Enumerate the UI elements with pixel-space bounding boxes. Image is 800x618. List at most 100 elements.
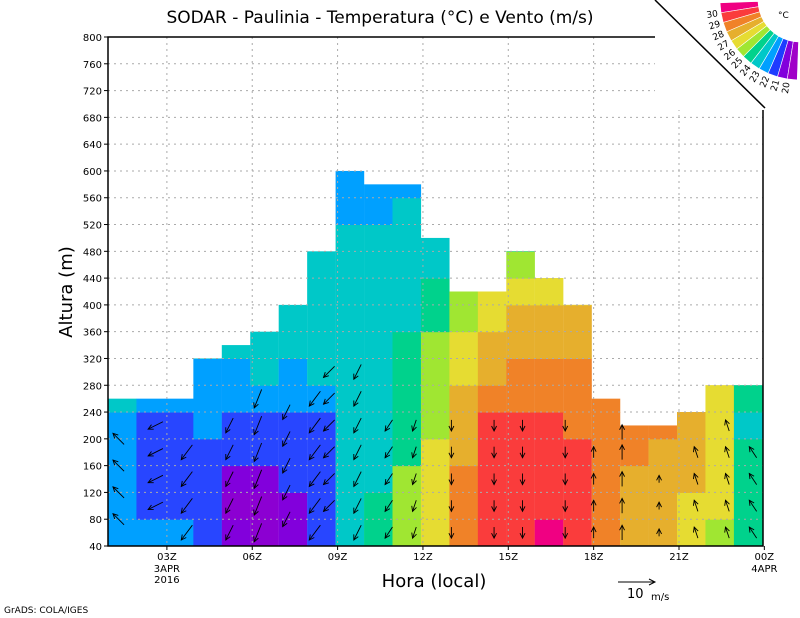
temperature-cell	[307, 358, 336, 386]
temperature-cell	[164, 438, 194, 467]
temperature-cell	[392, 385, 422, 413]
temperature-cell	[620, 492, 649, 520]
temperature-cell	[506, 251, 535, 252]
wind-arrow	[519, 446, 526, 459]
temperature-cell	[193, 412, 222, 440]
wind-arrow-head	[562, 452, 569, 459]
temperature-cell	[506, 519, 535, 547]
temperature-cell	[449, 465, 478, 493]
legend-divider	[654, 0, 766, 109]
wind-arrow-head	[448, 506, 455, 513]
legend-label: 22	[759, 75, 773, 89]
wind-arrow	[353, 364, 362, 381]
wind-arrow-head	[692, 472, 699, 480]
temperature-cell	[534, 438, 564, 467]
wind-arrow-head	[353, 427, 359, 434]
temperature-cell	[392, 224, 422, 252]
temperature-cell	[392, 251, 422, 279]
wind-arrow	[448, 527, 455, 540]
wind-arrow	[180, 471, 193, 488]
temperature-cell	[591, 398, 621, 413]
temperature-cell	[250, 331, 279, 359]
wind-arrow	[491, 473, 497, 486]
temperature-cell	[250, 412, 279, 440]
temperature-cell	[620, 519, 649, 547]
temperature-cell	[221, 465, 251, 493]
wind-arrow-shaft	[353, 444, 362, 460]
wind-arrow	[112, 486, 125, 499]
wind-arrow	[353, 471, 362, 488]
wind-arrow-shaft	[412, 419, 417, 432]
chart-title: SODAR - Paulinia - Temperatura (°C) e Ve…	[166, 8, 593, 28]
wind-arrow-shaft	[353, 391, 362, 407]
x-tick-date: 4APR	[751, 564, 777, 575]
wind-arrow	[491, 527, 497, 540]
wind-arrow-shaft	[693, 446, 699, 458]
temperature-cell	[221, 345, 251, 359]
wind-arrow-shaft	[748, 526, 758, 539]
temperature-cell	[307, 278, 336, 306]
y-tick-label: 240	[83, 408, 102, 419]
y-tick-label: 560	[83, 194, 102, 205]
temperature-cell	[108, 519, 137, 547]
wind-arrow-head	[656, 501, 662, 508]
wind-arrow-head	[491, 452, 497, 459]
legend-label: 27	[716, 39, 731, 53]
temperature-cell	[108, 412, 137, 440]
temperature-cell	[677, 519, 706, 547]
temperature-cell	[534, 465, 564, 493]
temperature-cell	[677, 492, 706, 520]
wind-arrow-shaft	[323, 499, 335, 512]
temperature-cell	[477, 304, 507, 333]
temperature-cell	[364, 465, 393, 493]
wind-arrow-head	[282, 494, 288, 501]
y-tick-label: 280	[83, 381, 102, 392]
wind-arrow-head	[692, 445, 699, 453]
y-tick-label: 640	[83, 140, 102, 151]
wind-arrow	[619, 470, 625, 487]
wind-arrow	[562, 527, 569, 540]
wind-arrow-head	[619, 497, 625, 504]
temperature-cell	[364, 184, 393, 199]
wind-arrow-head	[384, 452, 391, 459]
wind-arrow	[411, 500, 417, 513]
wind-arrow-shaft	[725, 446, 730, 458]
x-tick-label: 09Z	[328, 552, 348, 563]
y-tick-label: 80	[89, 515, 102, 526]
wind-arrow	[590, 499, 597, 512]
wind-arrow-head	[225, 427, 231, 434]
wind-arrow-head	[253, 482, 259, 490]
temperature-cell	[449, 492, 478, 520]
wind-arrow-head	[253, 455, 259, 463]
wind-arrow	[562, 419, 569, 433]
temperature-cell	[108, 438, 137, 467]
wind-arrow-shaft	[748, 446, 758, 459]
temperature-cell	[591, 438, 621, 467]
x-tick-label: 21Z	[669, 552, 689, 563]
wind-arrow-head	[724, 445, 730, 453]
wind-arrow	[147, 448, 164, 457]
wind-arrow-shaft	[253, 523, 263, 543]
wind-arrow-shaft	[693, 473, 699, 485]
y-tick-label: 440	[83, 274, 102, 285]
wind-arrow	[724, 445, 730, 458]
temperature-cell	[420, 331, 450, 359]
wind-arrow-shaft	[253, 389, 263, 409]
x-tick-date: 3APR	[154, 564, 180, 575]
x-tick-label: 00Z	[755, 552, 775, 563]
wind-arrow-shaft	[180, 498, 193, 514]
wind-arrow	[692, 499, 699, 512]
wind-arrow	[748, 499, 758, 512]
wind-arrow-head	[225, 507, 231, 515]
temperature-cell	[534, 412, 564, 440]
wind-arrow-head	[353, 507, 359, 515]
wind-arrow	[724, 472, 730, 485]
wind-arrow-head	[322, 505, 329, 513]
temperature-cell	[335, 331, 365, 359]
temperature-cell	[335, 438, 365, 467]
wind-arrow	[308, 524, 321, 541]
wind-arrow-head	[619, 470, 625, 477]
temperature-cell	[420, 519, 450, 547]
temperature-cell	[449, 412, 478, 440]
temperature-cell	[307, 331, 336, 359]
